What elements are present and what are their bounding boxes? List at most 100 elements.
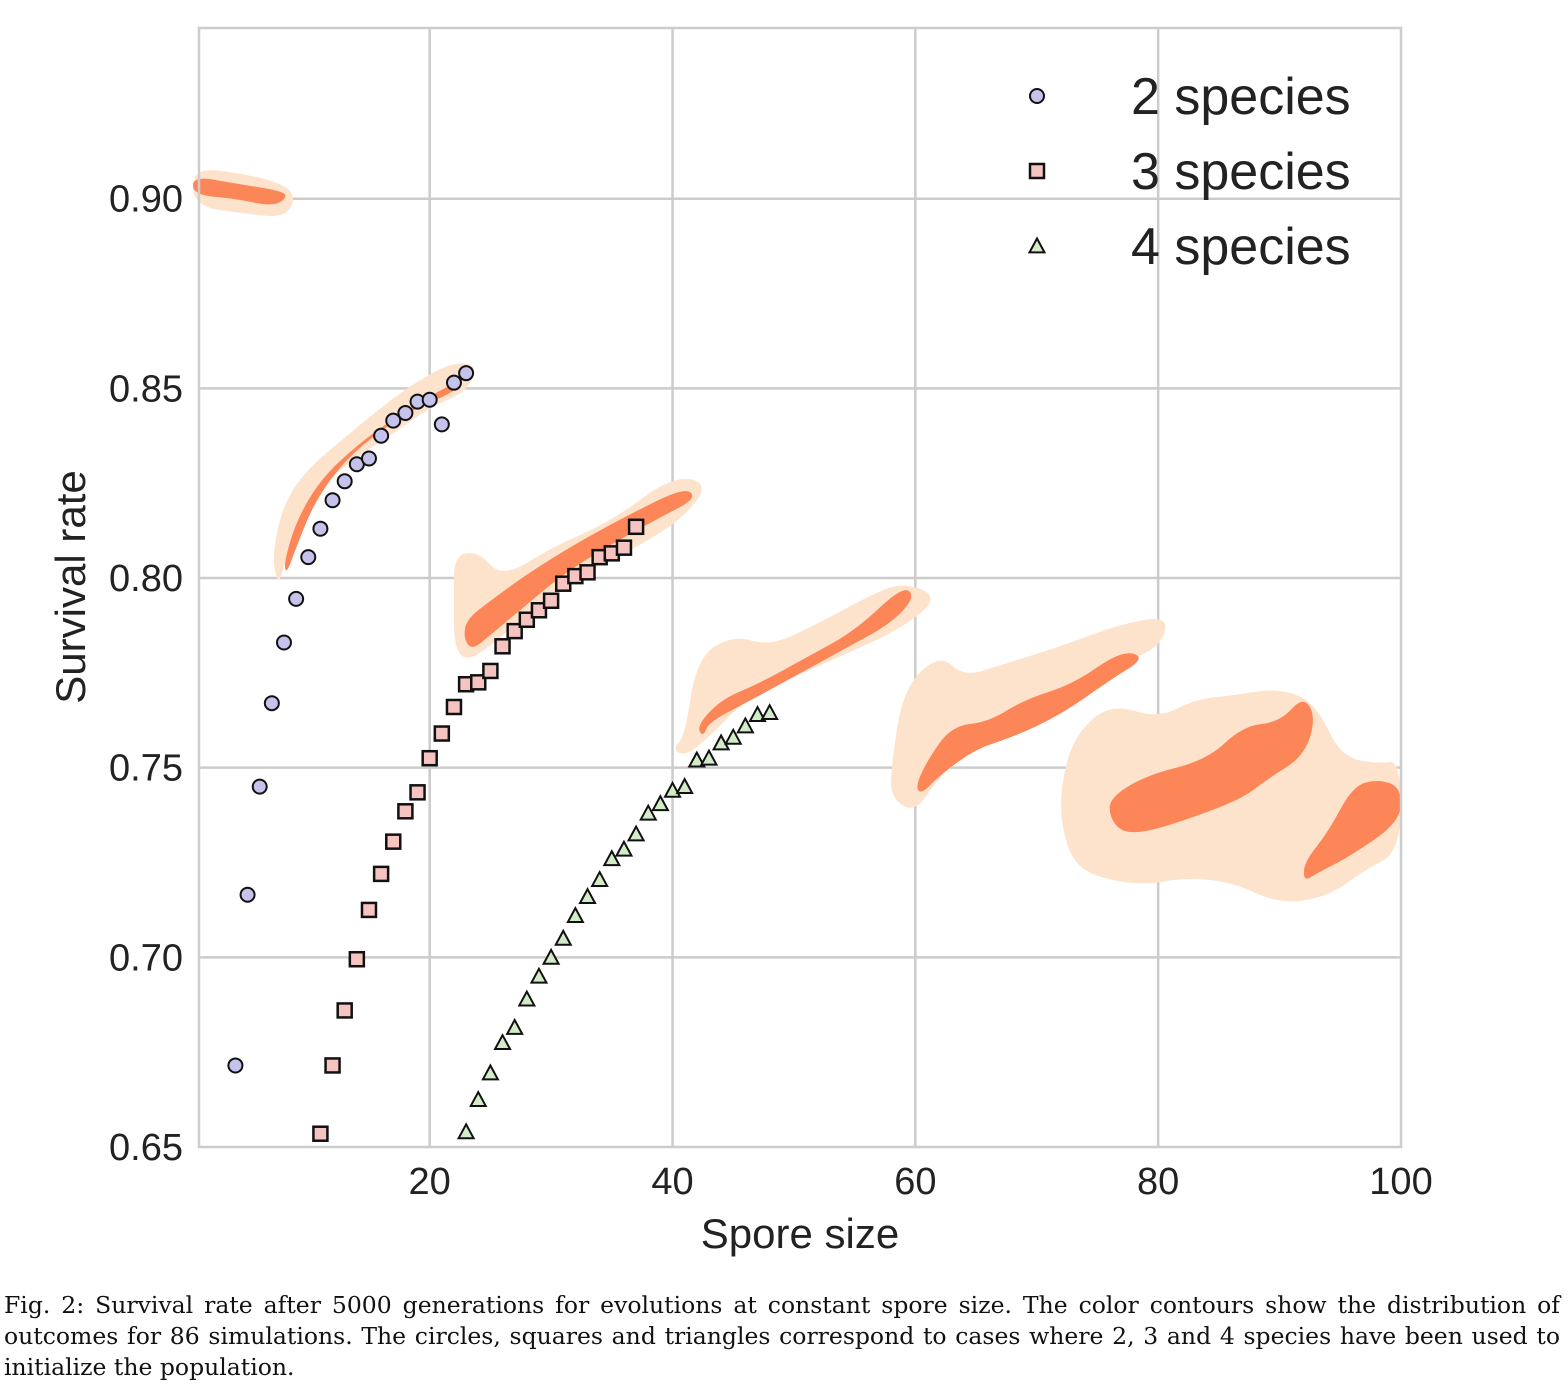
y-tick-label: 0.90: [109, 179, 183, 221]
triangle-point: [724, 727, 743, 745]
square-point: [409, 784, 426, 801]
triangle-point: [602, 849, 621, 867]
triangle-point: [578, 887, 597, 905]
plot-frame: [197, 26, 1403, 1149]
triangle-point: [675, 777, 694, 795]
circle-point: [373, 427, 390, 444]
triangle-point: [566, 906, 585, 923]
circle-point: [227, 1057, 244, 1074]
contour-inner: [699, 590, 912, 735]
circle-point: [397, 405, 414, 422]
square-point: [433, 725, 451, 742]
circle-point: [312, 520, 329, 537]
triangle-point: [639, 803, 658, 821]
data-markers: [227, 365, 779, 1142]
circle-point: [421, 391, 438, 408]
y-tick-label: 0.70: [109, 937, 183, 979]
square-point: [385, 833, 402, 850]
legend-entry-label: 3 species: [1131, 143, 1351, 201]
square-point: [542, 592, 560, 610]
square-point: [470, 674, 487, 691]
series-triangle-markers: [456, 703, 779, 1140]
square-point: [421, 749, 438, 767]
x-tick-label: 100: [1369, 1161, 1432, 1203]
triangle-point: [529, 966, 549, 984]
contour-inner: [917, 653, 1139, 792]
series-square-markers: [312, 518, 645, 1142]
square-point: [324, 1057, 341, 1074]
contour-regions: [192, 170, 1401, 902]
y-axis-label: Survival rate: [47, 470, 94, 703]
x-tick-label: 40: [651, 1161, 693, 1203]
circle-point: [433, 416, 450, 433]
square-point: [397, 803, 414, 820]
x-tick-label: 60: [894, 1161, 936, 1203]
triangle-point: [711, 733, 731, 751]
x-tick-label: 20: [409, 1161, 451, 1203]
square-point: [372, 865, 390, 883]
circle-point: [336, 473, 353, 490]
y-tick-label: 0.75: [109, 748, 183, 790]
triangle-point: [626, 824, 646, 842]
square-point: [482, 662, 499, 680]
legend-triangle-marker: [1027, 236, 1047, 254]
triangle-point: [493, 1033, 512, 1051]
circle-point: [458, 365, 475, 382]
y-tick-label: 0.65: [109, 1127, 183, 1169]
triangle-point: [481, 1063, 500, 1081]
circle-point: [385, 412, 402, 429]
triangle-point: [590, 869, 609, 887]
contour-inner: [192, 178, 286, 205]
triangle-point: [760, 703, 779, 721]
square-point: [627, 518, 645, 536]
circle-point: [288, 590, 305, 607]
survival-rate-chart: 20 40 60 80 100 0.65 0.70 0.75 0.80 0.85 0.90 Spor…: [47, 26, 1433, 1257]
figure-caption: Fig. 2: Survival rate after 5000 generat…: [4, 1291, 1560, 1381]
plot-border: [197, 26, 1403, 1149]
triangle-point: [699, 748, 719, 766]
square-point: [360, 901, 378, 919]
square-point: [312, 1125, 329, 1142]
triangle-point: [517, 989, 536, 1007]
circle-point: [251, 778, 268, 795]
tick-labels: 20 40 60 80 100 0.65 0.70 0.75 0.80 0.85 0.90: [109, 179, 1433, 1203]
triangle-point: [456, 1122, 476, 1140]
contour-inner: [1109, 701, 1313, 833]
legend-square-marker: [1028, 162, 1046, 180]
circle-point: [300, 549, 317, 566]
x-tick-label: 80: [1137, 1161, 1179, 1203]
y-tick-label: 0.80: [109, 558, 183, 600]
triangle-point: [687, 750, 706, 768]
square-point: [348, 950, 366, 968]
triangle-point: [736, 716, 755, 734]
square-point: [530, 602, 548, 619]
circle-point: [445, 374, 462, 391]
circle-point: [239, 886, 256, 903]
legend-circle-marker: [1029, 88, 1045, 104]
square-point: [336, 1002, 353, 1019]
legend: 2 species 3 species 4 species: [1027, 68, 1351, 276]
triangle-point: [541, 947, 561, 965]
square-point: [615, 539, 633, 556]
triangle-point: [554, 928, 573, 946]
grid-lines: [199, 28, 1401, 1147]
series-circle-markers: [227, 365, 475, 1074]
circle-point: [275, 634, 292, 651]
x-axis-label: Spore size: [701, 1210, 899, 1257]
contour-inner: [1303, 780, 1401, 879]
circle-point: [263, 695, 280, 712]
square-point: [579, 564, 596, 581]
triangle-point: [469, 1089, 488, 1107]
y-tick-label: 0.85: [109, 368, 183, 410]
triangle-point: [651, 794, 670, 812]
square-point: [445, 698, 463, 716]
square-point: [518, 611, 536, 628]
circle-point: [360, 450, 377, 467]
circle-point: [324, 492, 341, 509]
square-point: [506, 622, 523, 640]
triangle-point: [614, 839, 634, 857]
legend-entry-label: 4 species: [1131, 218, 1351, 276]
triangle-point: [748, 704, 767, 722]
legend-entry-label: 2 species: [1131, 68, 1351, 126]
square-point: [494, 638, 511, 655]
